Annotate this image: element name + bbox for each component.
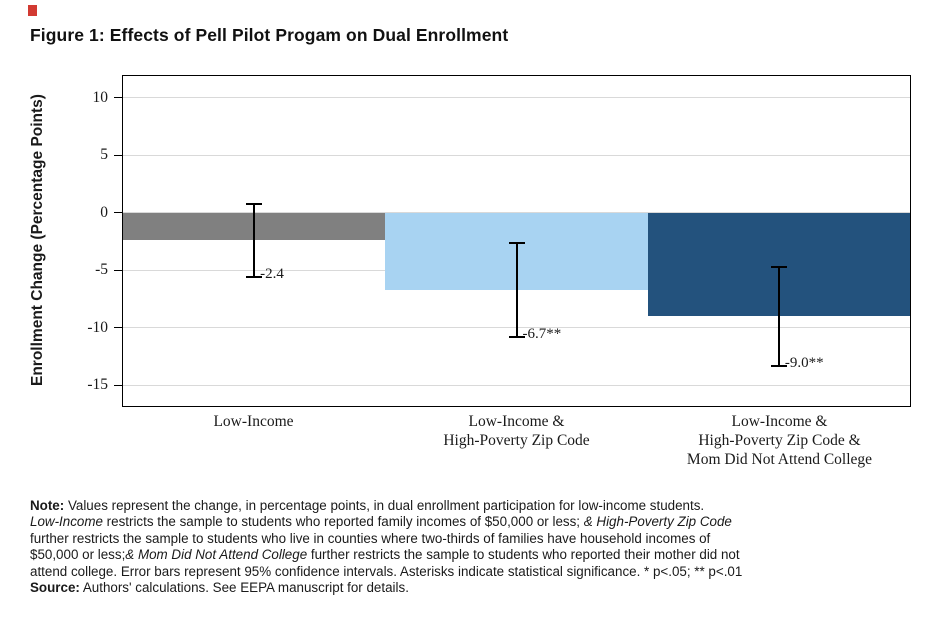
bar-value-label: -6.7**	[522, 326, 562, 342]
x-category-label: Low-Income & High-Poverty Zip Code & Mom D…	[648, 412, 911, 469]
y-axis-tick	[114, 327, 122, 329]
gridline	[123, 154, 910, 156]
x-category-label: Low-Income & High-Poverty Zip Code	[385, 412, 648, 469]
note-segment: Authors' calculations. See EEPA manuscri…	[79, 580, 409, 596]
gridline	[123, 384, 910, 386]
x-category-line: Low-Income &	[468, 413, 565, 430]
error-bar-cap-bottom	[770, 364, 787, 367]
error-bar-cap-top	[246, 202, 263, 205]
note-segment: Low-Income	[30, 514, 103, 530]
note-segment: $50,000 or less;	[30, 547, 126, 563]
x-category-label: Low-Income	[122, 412, 385, 469]
bar-value-label: -9.0**	[784, 354, 824, 371]
gridline	[123, 97, 910, 99]
note-segment: & Mom Did Not Attend College	[125, 547, 308, 563]
note-line: Low-Income restricts the sample to stude…	[30, 514, 926, 530]
note-line: further restricts the sample to students…	[30, 531, 926, 547]
plot-area: -2.4 -6.7** -9.0**	[122, 75, 911, 407]
x-category-line: High-Poverty Zip Code &	[698, 432, 861, 449]
y-axis-tick	[114, 269, 122, 271]
y-axis-tick-label: 5	[100, 146, 108, 164]
note-segment: further restricts the sample to students…	[307, 547, 740, 563]
y-axis-tick-label: 0	[100, 203, 108, 221]
note-line: Source: Authors' calculations. See EEPA …	[30, 580, 926, 596]
y-axis-tick-label: -15	[87, 376, 108, 394]
y-axis-tick	[114, 154, 122, 156]
note-segment: Source:	[30, 580, 80, 596]
note-segment: attend college. Error bars represent 95%…	[30, 563, 743, 579]
note-segment: further restricts the sample to students…	[30, 530, 711, 546]
figure-title: Figure 1: Effects of Pell Pilot Progam o…	[30, 25, 509, 45]
note-segment: Values represent the change, in percenta…	[64, 498, 705, 513]
y-axis-tick-label: 10	[92, 88, 109, 106]
note-line: attend college. Error bars represent 95%…	[30, 564, 926, 580]
error-bar-cap-top	[508, 241, 525, 244]
y-axis-tick	[114, 384, 122, 386]
note-segment: Note:	[30, 498, 65, 513]
note-segment: & High-Poverty Zip Code	[583, 514, 732, 530]
note-line: $50,000 or less;& Mom Did Not Attend Col…	[30, 547, 926, 563]
x-axis-labels: Low-Income Low-Income & High-Poverty Zip C…	[122, 412, 911, 469]
error-bar-line	[777, 266, 780, 366]
note-segment: restricts the sample to students who rep…	[102, 514, 584, 530]
y-axis-ticks: 10 5 0 -5 -10 -15	[0, 75, 122, 407]
error-bar-cap-bottom	[508, 336, 525, 338]
x-category-line: Mom Did Not Attend College	[686, 451, 873, 468]
y-axis-tick-label: -10	[87, 318, 108, 336]
y-axis-tick	[114, 97, 122, 99]
x-category-line: Low-Income &	[731, 413, 828, 430]
x-category-line: High-Poverty Zip Code	[443, 432, 590, 449]
y-axis-tick-label: -5	[95, 261, 108, 279]
error-bar-line	[515, 242, 518, 337]
error-bar-cap-top	[770, 265, 787, 268]
red-corner-mark	[28, 5, 37, 16]
error-bar-cap-bottom	[246, 276, 263, 279]
note-line: Note: Values represent the change, in pe…	[30, 498, 926, 514]
y-axis-tick	[114, 212, 122, 214]
x-category-line: Low-Income	[213, 413, 294, 430]
bar-value-label: -2.4	[260, 266, 284, 283]
figure-notes: Note: Values represent the change, in pe…	[30, 498, 926, 596]
error-bar-line	[253, 203, 256, 278]
